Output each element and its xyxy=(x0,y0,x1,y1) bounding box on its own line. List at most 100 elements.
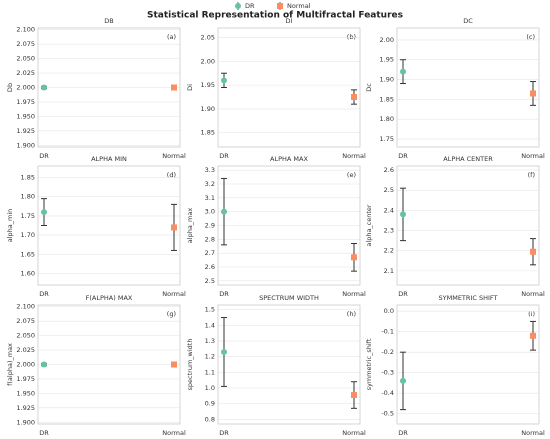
plot-frame xyxy=(217,165,361,286)
y-tick-label: -0.5 xyxy=(381,410,394,418)
x-tick-label: Normal xyxy=(162,152,186,160)
plot-frame xyxy=(217,304,361,425)
x-tick-label: DR xyxy=(39,152,49,160)
marker xyxy=(221,208,227,215)
y-tick-label: 2.6 xyxy=(384,166,394,174)
x-tick-label: Normal xyxy=(521,152,545,160)
y-tick-label: 2.075 xyxy=(16,40,35,48)
marker xyxy=(235,3,241,9)
y-tick-label: 1.70 xyxy=(21,231,35,239)
y-tick-label: 1.975 xyxy=(16,375,35,383)
y-axis-label: spectrum_width xyxy=(186,339,194,391)
y-axis-label: Dc xyxy=(365,83,373,92)
plot-frame xyxy=(396,304,540,425)
panel-label: (a) xyxy=(167,33,176,41)
y-tick-label: 2.00 xyxy=(380,36,394,44)
y-tick-label: 0.9 xyxy=(205,400,215,408)
y-tick-label: 1.3 xyxy=(205,337,215,345)
y-tick-label: 3.1 xyxy=(205,194,215,202)
y-tick-label: -0.4 xyxy=(381,389,394,397)
y-tick-label: 1.90 xyxy=(380,76,394,84)
figure-title: Statistical Representation of Multifract… xyxy=(147,11,403,21)
y-tick-label: -0.3 xyxy=(381,369,394,377)
marker xyxy=(400,377,406,384)
y-tick-label: 1.2 xyxy=(205,353,215,361)
y-tick-label: 1.5 xyxy=(205,306,215,314)
x-tick-label: DR xyxy=(398,152,408,160)
panel-title: ALPHA MIN xyxy=(91,155,127,163)
marker xyxy=(530,90,536,97)
y-tick-label: 2.4 xyxy=(384,206,394,214)
marker xyxy=(530,248,536,255)
y-tick-label: 3.2 xyxy=(205,180,215,188)
y-axis-label: Di xyxy=(186,84,194,91)
panel-title: ALPHA CENTER xyxy=(443,155,493,163)
y-tick-label: 2.8 xyxy=(205,235,215,243)
y-tick-label: 1.75 xyxy=(380,135,394,143)
y-axis-label: alpha_max xyxy=(186,208,194,244)
plot-frame xyxy=(37,304,181,425)
x-tick-label: DR xyxy=(398,429,408,437)
marker xyxy=(530,332,536,339)
x-tick-label: DR xyxy=(398,290,408,298)
y-tick-label: 2.9 xyxy=(205,222,215,230)
y-tick-label: 2.100 xyxy=(16,303,35,311)
y-axis-label: alpha_center xyxy=(365,204,373,247)
y-tick-label: 1.75 xyxy=(21,212,35,220)
marker xyxy=(400,211,406,218)
y-tick-label: 1.925 xyxy=(16,404,35,412)
panel-label: (c) xyxy=(526,33,535,41)
y-axis-label: symmetric_shift xyxy=(365,338,373,390)
marker xyxy=(351,254,357,261)
y-tick-label: 1.80 xyxy=(380,115,394,123)
panel-title: DC xyxy=(463,17,473,25)
plot-frame xyxy=(217,27,361,148)
marker xyxy=(221,77,227,84)
y-tick-label: 2.5 xyxy=(384,186,394,194)
marker xyxy=(400,68,406,75)
y-tick-label: 2.5 xyxy=(205,277,215,285)
x-tick-label: DR xyxy=(39,429,49,437)
y-tick-label: 1.975 xyxy=(16,98,35,106)
y-tick-label: 2.6 xyxy=(205,263,215,271)
x-tick-label: Normal xyxy=(342,290,366,298)
marker xyxy=(351,392,357,399)
y-tick-label: 1.925 xyxy=(16,127,35,135)
panel-label: (g) xyxy=(167,310,176,318)
y-tick-label: 1.90 xyxy=(201,105,215,113)
legend-label: Normal xyxy=(287,2,311,10)
panel-label: (d) xyxy=(167,171,176,179)
panel-title: SPECTRUM WIDTH xyxy=(259,294,319,302)
x-tick-label: DR xyxy=(219,290,229,298)
y-tick-label: -0.1 xyxy=(381,328,394,336)
y-tick-label: 1.80 xyxy=(21,193,35,201)
panel-label: (e) xyxy=(347,171,356,179)
panel-title: SYMMETRIC SHIFT xyxy=(439,294,498,302)
marker xyxy=(171,361,177,368)
x-tick-label: DR xyxy=(39,290,49,298)
panel-title: DI xyxy=(286,17,293,25)
y-tick-label: 2.075 xyxy=(16,317,35,325)
y-tick-label: 1.950 xyxy=(16,389,35,397)
y-tick-label: 1.4 xyxy=(205,321,215,329)
y-tick-label: 1.900 xyxy=(16,141,35,149)
panel-label: (h) xyxy=(347,310,356,318)
marker xyxy=(41,84,47,91)
plot-frame xyxy=(396,27,540,148)
x-tick-label: Normal xyxy=(521,429,545,437)
y-axis-label: f(alpha)_max xyxy=(6,343,14,386)
y-tick-label: 2.000 xyxy=(16,361,35,369)
y-tick-label: 1.0 xyxy=(205,384,215,392)
plot-frame xyxy=(37,165,181,286)
x-tick-label: Normal xyxy=(521,290,545,298)
panel-label: (f) xyxy=(528,171,535,179)
y-tick-label: 2.05 xyxy=(201,34,215,42)
x-tick-label: Normal xyxy=(342,152,366,160)
panel-title: DB xyxy=(104,17,113,25)
y-tick-label: 2.050 xyxy=(16,332,35,340)
y-tick-label: 2.025 xyxy=(16,69,35,77)
plot-frame xyxy=(396,165,540,286)
y-tick-label: 2.2 xyxy=(384,247,394,255)
marker xyxy=(221,348,227,355)
